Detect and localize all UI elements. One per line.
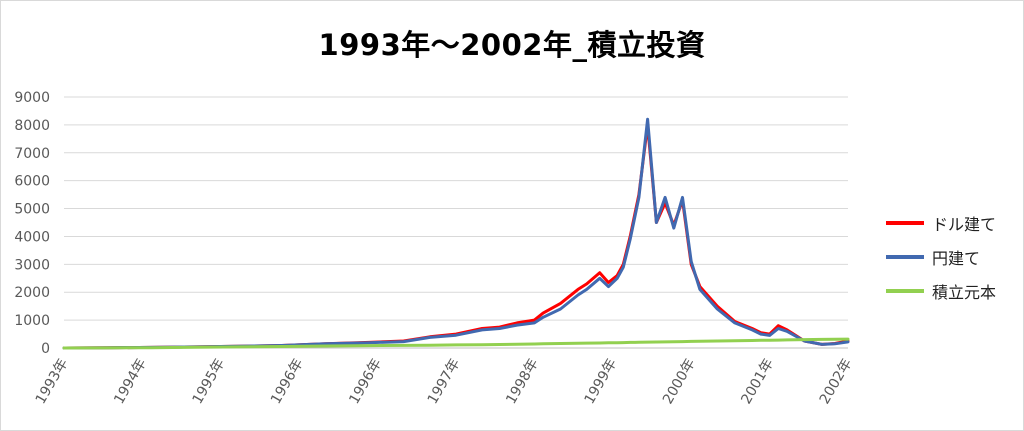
chart-title: 1993年～2002年_積立投資 xyxy=(318,28,706,62)
y-tick-label: 5000 xyxy=(14,202,50,218)
x-tick-label: 1998年 xyxy=(503,356,542,407)
x-tick-label: 1995年 xyxy=(190,356,229,407)
legend-item-yen: 円建て xyxy=(886,240,996,274)
y-tick-label: 0 xyxy=(41,341,50,357)
series-line-2 xyxy=(62,337,850,350)
x-tick-label: 1997年 xyxy=(425,356,464,407)
legend-swatch-dollar xyxy=(886,221,924,225)
x-tick-label: 1996年 xyxy=(268,356,307,407)
legend-label-yen: 円建て xyxy=(932,249,981,268)
y-tick-label: 2000 xyxy=(14,285,50,301)
y-tick-label: 9000 xyxy=(14,90,50,106)
legend-item-principal: 積立元本 xyxy=(886,274,996,308)
legend-swatch-principal xyxy=(886,289,924,293)
legend-label-dollar: ドル建て xyxy=(932,215,997,234)
x-tick-label: 2002年 xyxy=(817,356,856,407)
y-tick-label: 3000 xyxy=(14,257,50,273)
x-tick-label: 1994年 xyxy=(111,356,150,407)
legend-item-dollar: ドル建て xyxy=(886,206,996,240)
legend-swatch-yen xyxy=(886,255,924,259)
legend-label-principal: 積立元本 xyxy=(932,283,997,302)
legend: ドル建て 円建て 積立元本 xyxy=(886,206,996,308)
x-tick-label: 1993年 xyxy=(33,356,72,407)
x-tick-label: 2000年 xyxy=(660,356,699,407)
series-line-1 xyxy=(62,117,850,350)
y-tick-label: 6000 xyxy=(14,174,50,190)
x-tick-label: 1999年 xyxy=(582,356,621,407)
x-tick-label: 2001年 xyxy=(738,356,777,407)
y-tick-label: 8000 xyxy=(14,118,50,134)
x-tick-label: 1996年 xyxy=(346,356,385,407)
y-tick-label: 4000 xyxy=(14,229,50,245)
y-tick-label: 7000 xyxy=(14,146,50,162)
y-tick-label: 1000 xyxy=(14,313,50,329)
